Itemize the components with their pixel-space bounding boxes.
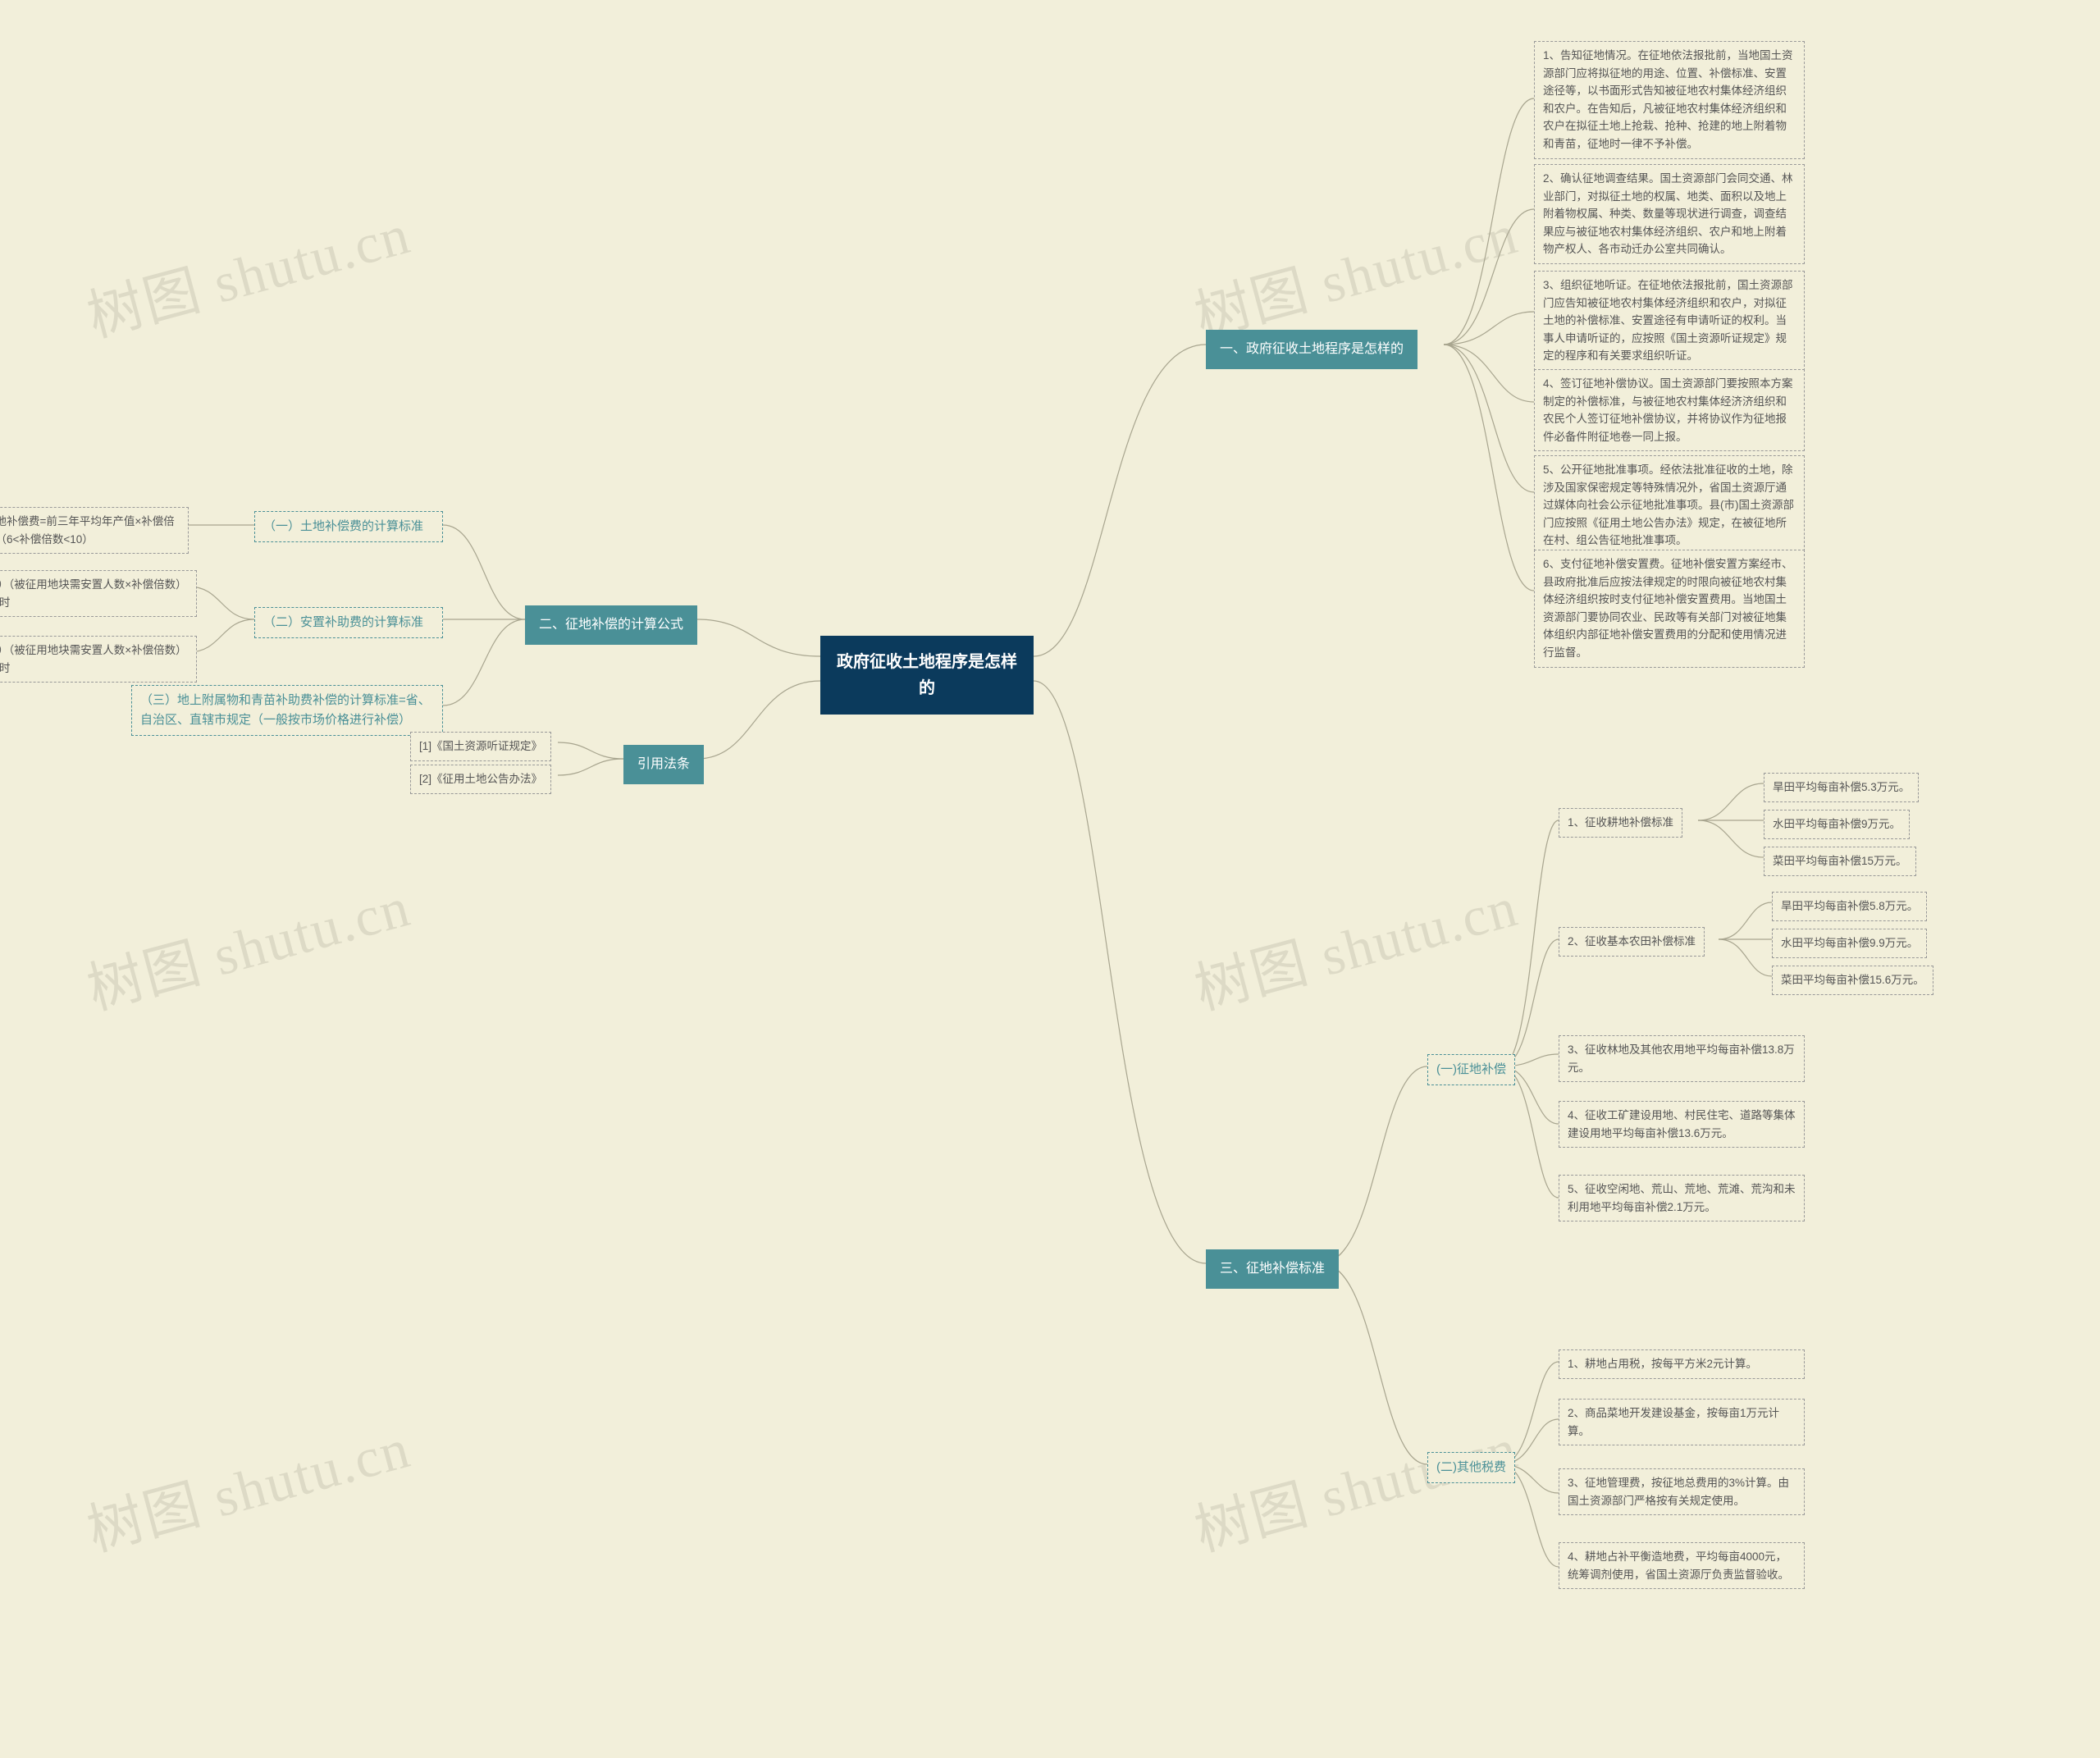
- branch-1-item: 6、支付征地补偿安置费。征地补偿安置方案经市、县政府批准后应按法律规定的时限向被…: [1534, 550, 1805, 668]
- branch-1-item: 1、告知征地情况。在征地依法报批前，当地国土资源部门应将拟征地的用途、位置、补偿…: [1534, 41, 1805, 159]
- branch-2-sub1[interactable]: （一）土地补偿费的计算标准: [254, 511, 443, 542]
- branch-3-g1-s3: 3、征收林地及其他农用地平均每亩补偿13.8万元。: [1559, 1035, 1805, 1082]
- branch-2-sub2-opt1: （1）（被征用地块需安置人数×补偿倍数）>15时: [0, 570, 197, 617]
- watermark: 树图 shutu.cn: [77, 188, 418, 352]
- branch-4-item: [1]《国土资源听证规定》: [410, 732, 551, 761]
- branch-3-g1[interactable]: (一)征地补偿: [1427, 1054, 1515, 1085]
- root-label: 政府征收土地程序是怎样的: [837, 653, 1017, 697]
- branch-3-g1-s1-item: 菜田平均每亩补偿15万元。: [1764, 847, 1916, 876]
- watermark: 树图 shutu.cn: [1185, 188, 1525, 352]
- branch-3-g1-s5: 5、征收空闲地、荒山、荒地、荒滩、荒沟和未利用地平均每亩补偿2.1万元。: [1559, 1175, 1805, 1221]
- branch-1-item: 3、组织征地听证。在征地依法报批前，国土资源部门应告知被征地农村集体经济组织和农…: [1534, 271, 1805, 371]
- branch-3-g1-s1[interactable]: 1、征收耕地补偿标准: [1559, 808, 1682, 838]
- watermark: 树图 shutu.cn: [1185, 1402, 1525, 1566]
- branch-1-item: 2、确认征地调查结果。国土资源部门会同交通、林业部门，对拟征土地的权属、地类、面…: [1534, 164, 1805, 264]
- branch-4-item: [2]《征用土地公告办法》: [410, 765, 551, 794]
- branch-2-sub1-leaf: 土地补偿费=前三年平均年产值×补偿倍数（6<补偿倍数<10）: [0, 507, 189, 554]
- branch-1[interactable]: 一、政府征收土地程序是怎样的: [1206, 330, 1418, 369]
- watermark: 树图 shutu.cn: [77, 861, 418, 1025]
- branch-3-g1-s2-item: 水田平均每亩补偿9.9万元。: [1772, 929, 1927, 958]
- branch-3-g1-s1-item: 水田平均每亩补偿9万元。: [1764, 810, 1910, 839]
- branch-3-g2-item: 4、耕地占补平衡造地费，平均每亩4000元，统筹调剂使用，省国土资源厅负责监督验…: [1559, 1542, 1805, 1589]
- branch-2-sub2[interactable]: （二）安置补助费的计算标准: [254, 607, 443, 638]
- branch-3-g1-s4: 4、征收工矿建设用地、村民住宅、道路等集体建设用地平均每亩补偿13.6万元。: [1559, 1101, 1805, 1148]
- branch-2-sub2-opt2: （2）（被征用地块需安置人数×补偿倍数）<15时: [0, 636, 197, 683]
- branch-3-g2-item: 2、商品菜地开发建设基金，按每亩1万元计算。: [1559, 1399, 1805, 1445]
- branch-3-g1-s1-item: 旱田平均每亩补偿5.3万元。: [1764, 773, 1919, 802]
- branch-1-item: 4、签订征地补偿协议。国土资源部门要按照本方案制定的补偿标准，与被征地农村集体经…: [1534, 369, 1805, 451]
- branch-3-g2-item: 1、耕地占用税，按每平方米2元计算。: [1559, 1349, 1805, 1379]
- branch-3-g1-s2[interactable]: 2、征收基本农田补偿标准: [1559, 927, 1705, 957]
- branch-3-g1-s2-item: 菜田平均每亩补偿15.6万元。: [1772, 966, 1933, 995]
- branch-3-g2-item: 3、征地管理费，按征地总费用的3%计算。由国土资源部门严格按有关规定使用。: [1559, 1468, 1805, 1515]
- branch-2[interactable]: 二、征地补偿的计算公式: [525, 605, 697, 645]
- branch-4[interactable]: 引用法条: [623, 745, 704, 784]
- branch-3[interactable]: 三、征地补偿标准: [1206, 1249, 1339, 1289]
- branch-3-g2[interactable]: (二)其他税费: [1427, 1452, 1515, 1483]
- branch-1-item: 5、公开征地批准事项。经依法批准征收的土地，除涉及国家保密规定等特殊情况外，省国…: [1534, 455, 1805, 555]
- branch-2-sub3[interactable]: （三）地上附属物和青苗补助费补偿的计算标准=省、自治区、直辖市规定（一般按市场价…: [131, 685, 443, 736]
- branch-3-g1-s2-item: 旱田平均每亩补偿5.8万元。: [1772, 892, 1927, 921]
- watermark: 树图 shutu.cn: [1185, 861, 1525, 1025]
- watermark: 树图 shutu.cn: [77, 1402, 418, 1566]
- root-node[interactable]: 政府征收土地程序是怎样的: [820, 636, 1034, 715]
